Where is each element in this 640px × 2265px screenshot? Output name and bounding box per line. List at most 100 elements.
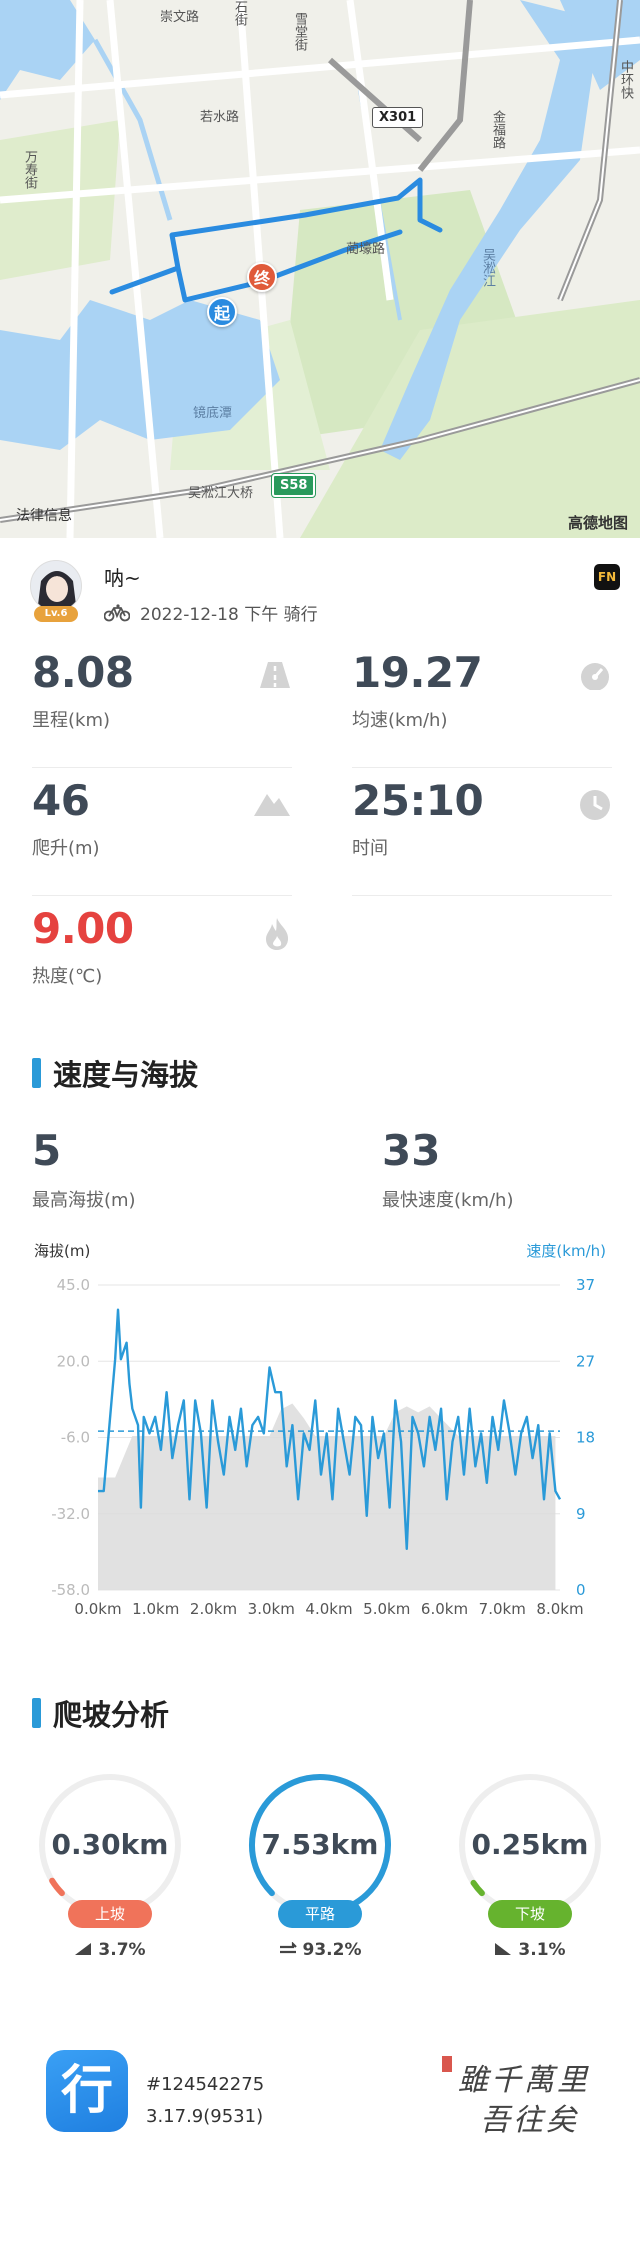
chart-x-tick: 8.0km [536,1600,583,1618]
map-graphics [0,0,640,538]
altitude-area [98,1403,556,1590]
uphill-ring-arc [49,1877,65,1897]
map-label-river: 吴淞江 [480,248,495,287]
stat-divider [352,895,612,896]
avatar[interactable] [30,560,82,612]
map-label-road-7: 金福路 [490,110,505,149]
flat-icon [279,1941,297,1954]
speed-altitude-title-text: 速度与海拔 [53,1058,199,1092]
downhill-percent: 3.1% [455,1940,605,1960]
stat-distance-value: 8.08 [32,648,134,697]
chart-x-tick: 5.0km [363,1600,410,1618]
chart-x-tick: 1.0km [132,1600,179,1618]
clock-icon [580,790,610,820]
downhill-tag: 下坡 [488,1900,572,1928]
flat-tag: 平路 [278,1900,362,1928]
uphill-tag: 上坡 [68,1900,152,1928]
flame-icon [266,918,289,950]
stat-time: 25:10 时间 [352,768,612,896]
climb-uphill: 0.30km 上坡 3.7% [35,1770,185,1970]
map-label-lake: 镜底潭 [193,406,233,421]
road-sign-s58: S58 [270,473,317,498]
stat-calorie-value: 9.00 [32,904,134,953]
map-label-road-5: 万寿街 [22,150,37,189]
map-label-bridge: 吴淞江大桥 [188,486,254,501]
chart-y2-tick: 9 [576,1505,586,1523]
user-info-row: Lv.6 呐~ 2022-12-18 下午 骑行 FN [0,538,640,638]
chart-y2label: 速度(km/h) [526,1242,606,1260]
stat-divider [32,895,292,896]
app-version: 3.17.9(9531) [146,2106,264,2127]
stat-climb-value: 46 [32,776,90,825]
chart-x-tick: 2.0km [190,1600,237,1618]
chart-x-tick: 7.0km [479,1600,526,1618]
uphill-percent: 3.7% [35,1940,185,1960]
stat-distance-label: 里程(km) [32,710,111,731]
speed-series-line [98,1308,562,1550]
speedometer-icon [581,663,609,690]
stat-climb-label: 爬升(m) [32,838,100,859]
chart-x-tick: 6.0km [421,1600,468,1618]
ride-meta: 2022-12-18 下午 骑行 [104,600,318,625]
stat-avg-speed-label: 均速(km/h) [352,710,448,731]
svg-text:雖千萬里: 雖千萬里 [458,2063,590,2098]
stat-time-value: 25:10 [352,776,484,825]
map-label-road-4: 雪堂街 [292,12,307,51]
ride-date-type: 2022-12-18 下午 骑行 [140,605,318,625]
speed-altitude-title: 速度与海拔 [32,1052,198,1094]
map-label-road-1: 崇文路 [160,10,200,25]
map-legal-link[interactable]: 法律信息 [16,508,72,524]
chart-y2-tick: 37 [576,1276,595,1294]
road-sign-x301: X301 [372,107,424,128]
route-map[interactable]: 崇文路 若水路 石街 雪堂街 万寿街 蔺壕路 金福路 中环快 吴淞江大桥 镜底潭… [0,0,640,538]
climb-analysis-title: 爬坡分析 [32,1692,169,1734]
app-badge-icon[interactable]: FN [594,564,620,590]
flat-distance: 7.53km [261,1828,379,1861]
mountain-icon [254,794,290,816]
downhill-percent-text: 3.1% [518,1940,566,1960]
chart-y-tick: -32.0 [51,1505,90,1523]
chart-y2-tick: 27 [576,1352,595,1370]
chart-y-tick: -6.0 [61,1429,90,1447]
chart-y-tick: 20.0 [57,1352,90,1370]
start-marker: 起 [207,297,237,327]
level-badge: Lv.6 [34,606,78,622]
app-logo-icon: 行 [46,2050,128,2132]
stat-avg-speed-value: 19.27 [352,648,483,697]
chart-y2-tick: 18 [576,1429,595,1447]
stat-calorie: 9.00 热度(℃) [32,896,292,1024]
stat-calorie-label: 热度(℃) [32,966,103,987]
chart-svg: 海拔(m) 速度(km/h) 45.0 37 20.0 27 -6.0 18 -32.0 9 -… [34,1242,606,1618]
chart-x-tick: 4.0km [305,1600,352,1618]
stat-time-label: 时间 [352,838,388,859]
user-name: 呐~ [104,566,141,590]
chart-y-tick: -58.0 [51,1581,90,1599]
stat-divider [32,767,292,768]
climb-flat: 7.53km 平路 93.2% [245,1770,395,1970]
bicycle-icon [104,603,130,621]
stat-distance: 8.08 里程(km) [32,640,292,768]
stat-climb: 46 爬升(m) [32,768,292,896]
chart-x-tick: 0.0km [74,1600,121,1618]
end-marker: 终 [247,262,277,292]
svg-text:吾往矣: 吾往矣 [480,2103,579,2138]
flat-percent-text: 93.2% [302,1940,362,1960]
road-icon [260,662,290,688]
uphill-distance: 0.30km [51,1828,169,1861]
map-label-road-6: 蔺壕路 [346,242,386,257]
amap-logo: 高德地图 [567,514,628,532]
chart-ylabel: 海拔(m) [34,1242,90,1260]
max-speed-label: 最快速度(km/h) [382,1190,514,1211]
stat-divider [352,767,612,768]
map-label-road-2: 若水路 [200,110,240,125]
chart-y-tick: 45.0 [57,1276,90,1294]
speed-altitude-chart: 海拔(m) 速度(km/h) 45.0 37 20.0 27 -6.0 18 -32.0 9 -… [0,1230,640,1630]
climb-analysis-title-text: 爬坡分析 [53,1698,170,1732]
climb-downhill: 0.25km 下坡 3.1% [455,1770,605,1970]
map-label-road-3: 石街 [232,0,247,26]
max-altitude-value: 5 [32,1126,62,1175]
flat-percent: 93.2% [245,1940,395,1960]
calligraphy-signature: 雖千萬里 吾往矣 [442,2056,590,2138]
map-label-road-8: 中环快 [618,60,633,99]
